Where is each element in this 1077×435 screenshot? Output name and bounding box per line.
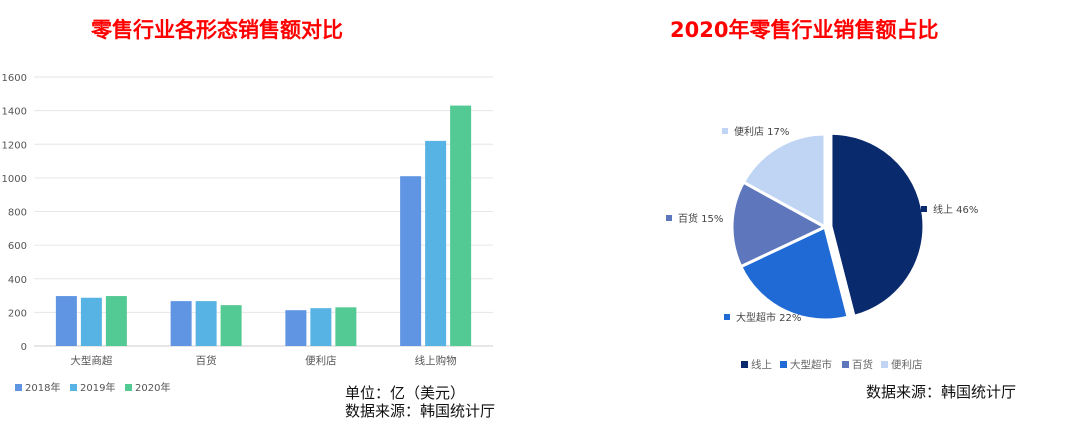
bar-2019年: [195, 301, 217, 346]
y-tick-label: 1600: [2, 73, 27, 84]
bar-2019年: [80, 297, 102, 346]
pie-source-note: 数据来源：韩国统计厅: [866, 383, 1017, 401]
legend-swatch: [125, 384, 132, 391]
pie-slice-百货: [730, 180, 829, 269]
x-tick-label: 便利店: [305, 354, 337, 367]
pie-legend-label: 线上: [751, 358, 772, 371]
bar-2020年: [220, 305, 242, 346]
y-tick-label: 1400: [2, 107, 27, 118]
bar-2019年: [425, 140, 447, 346]
legend-label: 2020年: [135, 381, 170, 394]
y-tick-label: 200: [8, 308, 27, 319]
legend-swatch: [15, 384, 22, 391]
pie-data-label: 大型超市 22%: [736, 311, 801, 324]
legend-swatch: [70, 384, 77, 391]
pie-legend-swatch: [741, 361, 748, 368]
pie-slice-线上: [829, 131, 926, 319]
pie-chart-title: 2020年零售行业销售额占比: [670, 18, 939, 42]
y-tick-label: 0: [21, 342, 27, 353]
pie-legend-swatch: [881, 361, 888, 368]
pie-label-swatch: [666, 215, 672, 221]
pie-data-label: 线上 46%: [933, 203, 978, 216]
bar-2018年: [55, 296, 77, 346]
pie-slice-大型超市: [738, 224, 850, 322]
y-tick-label: 800: [8, 208, 27, 219]
bar-2018年: [400, 176, 422, 346]
unit-note: 单位：亿（美元）: [345, 384, 466, 402]
legend-label: 2018年: [25, 381, 60, 394]
bar-source-note: 数据来源：韩国统计厅: [345, 402, 496, 420]
pie-slice-便利店: [741, 132, 827, 230]
y-tick-label: 400: [8, 275, 27, 286]
x-tick-label: 线上购物: [415, 354, 457, 367]
x-tick-label: 百货: [196, 354, 217, 367]
pie-legend-label: 大型超市: [790, 358, 832, 371]
y-tick-label: 1000: [2, 174, 27, 185]
pie-legend-label: 便利店: [891, 358, 923, 371]
bar-2020年: [105, 296, 127, 346]
legend-label: 2019年: [80, 381, 115, 394]
bar-2018年: [170, 301, 192, 346]
y-tick-label: 1200: [2, 140, 27, 151]
y-tick-label: 600: [8, 241, 27, 252]
x-tick-label: 大型商超: [70, 354, 112, 367]
pie-data-label: 百货 15%: [678, 212, 723, 225]
pie-legend-label: 百货: [852, 358, 873, 371]
pie-label-swatch: [722, 128, 728, 134]
bar-2020年: [450, 105, 472, 346]
pie-data-label: 便利店 17%: [734, 125, 789, 138]
pie-label-swatch: [724, 314, 730, 320]
bar-chart-title: 零售行业各形态销售额对比: [91, 18, 343, 42]
bar-2019年: [310, 308, 332, 346]
pie-legend-swatch: [842, 361, 849, 368]
bar-2020年: [335, 307, 357, 346]
pie-legend-swatch: [780, 361, 787, 368]
pie-label-swatch: [921, 206, 927, 212]
bar-2018年: [285, 310, 307, 346]
